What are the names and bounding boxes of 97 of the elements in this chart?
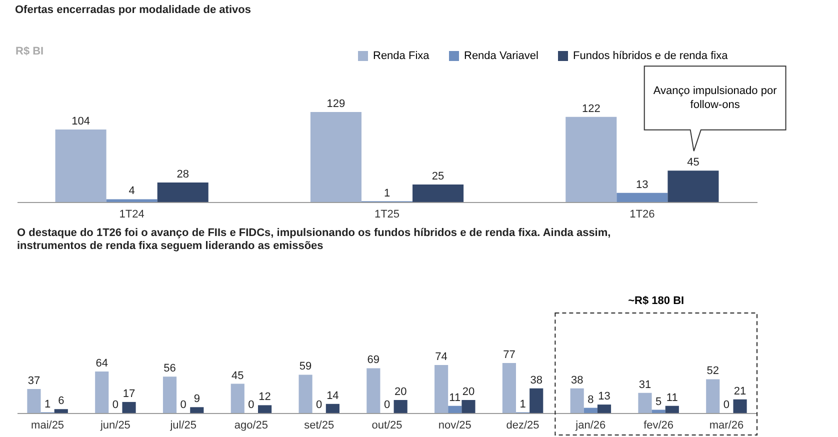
data-label: 5 bbox=[655, 396, 662, 408]
data-label: 0 bbox=[723, 399, 730, 411]
data-label: 104 bbox=[72, 115, 90, 128]
data-label: 11 bbox=[449, 392, 461, 404]
x-tick-label: nov/25 bbox=[438, 420, 472, 432]
data-label: 14 bbox=[326, 390, 339, 402]
legend-label: Renda Fixa bbox=[373, 50, 430, 62]
bar bbox=[668, 170, 719, 202]
data-label: 0 bbox=[316, 399, 322, 411]
data-label: 45 bbox=[687, 156, 700, 169]
bar bbox=[190, 407, 204, 413]
data-label: 52 bbox=[706, 365, 719, 378]
bar bbox=[597, 404, 612, 413]
data-label: 59 bbox=[299, 360, 312, 373]
bar bbox=[502, 363, 516, 413]
data-label: 38 bbox=[530, 374, 542, 386]
data-label: 122 bbox=[582, 102, 600, 115]
data-label: 13 bbox=[636, 178, 648, 191]
data-label: 74 bbox=[435, 350, 448, 363]
data-label: 25 bbox=[432, 170, 444, 183]
x-tick-label: jun/25 bbox=[99, 420, 130, 432]
bar bbox=[733, 399, 747, 413]
x-tick-label: out/25 bbox=[372, 420, 402, 432]
data-label: 12 bbox=[258, 391, 271, 404]
data-label: 0 bbox=[384, 399, 390, 411]
bar bbox=[55, 129, 106, 202]
x-tick-label: ago/25 bbox=[234, 420, 268, 432]
bar bbox=[162, 376, 177, 413]
data-label: 9 bbox=[194, 393, 200, 406]
data-label: 20 bbox=[462, 386, 475, 398]
bar bbox=[258, 405, 272, 413]
x-tick-label: set/25 bbox=[304, 420, 334, 432]
data-label: 64 bbox=[96, 357, 108, 370]
data-label: 21 bbox=[734, 385, 746, 398]
x-tick-label: jul/25 bbox=[169, 420, 196, 432]
bar bbox=[230, 384, 244, 413]
data-label: 1 bbox=[520, 398, 526, 410]
bar bbox=[462, 400, 476, 413]
x-tick-label: mar/26 bbox=[709, 420, 744, 432]
bar bbox=[530, 388, 544, 413]
bar bbox=[366, 368, 380, 413]
data-label: 4 bbox=[128, 185, 135, 198]
text: Avanço impulsionado por follow-ons bbox=[653, 85, 778, 111]
bar bbox=[566, 116, 617, 202]
x-tick-label: mai/25 bbox=[31, 420, 64, 432]
data-label: 11 bbox=[666, 392, 678, 404]
bar bbox=[157, 182, 208, 202]
bar bbox=[616, 192, 668, 202]
bar bbox=[326, 404, 340, 413]
bar bbox=[652, 410, 666, 413]
data-label: 56 bbox=[164, 362, 176, 375]
x-tick-label: dez/25 bbox=[506, 420, 540, 432]
bar bbox=[665, 406, 679, 413]
data-label: 20 bbox=[394, 386, 407, 398]
bar bbox=[638, 392, 652, 413]
bar bbox=[434, 364, 448, 413]
x-tick-label: 1T26 bbox=[630, 208, 655, 220]
data-label: 69 bbox=[367, 354, 380, 366]
data-label: 17 bbox=[122, 388, 136, 400]
data-label: 129 bbox=[326, 98, 346, 110]
chart-title: O destaque do 1T26 foi o avanço de FIIs e FIDCs, impulsionando os fundos híbridos e de renda fixa. Ainda assim, instrumentos de renda fixa seguem liderando as emissões bbox=[17, 227, 611, 252]
bar bbox=[412, 184, 464, 202]
data-label: 28 bbox=[176, 168, 189, 180]
data-label: 0 bbox=[112, 399, 119, 411]
bar bbox=[54, 409, 68, 413]
bar bbox=[298, 374, 312, 413]
data-label: 6 bbox=[58, 395, 64, 408]
data-label: 0 bbox=[180, 399, 186, 411]
bar bbox=[394, 400, 408, 413]
bar bbox=[122, 402, 136, 413]
chart-title: Ofertas encerradas por modalidade de ativos bbox=[15, 4, 251, 16]
data-label: 38 bbox=[570, 374, 584, 386]
data-label: 77 bbox=[503, 349, 516, 361]
y-axis-title: R$ BI bbox=[16, 46, 44, 58]
data-label: 1 bbox=[384, 187, 390, 200]
bar bbox=[706, 379, 720, 413]
data-label: 45 bbox=[232, 370, 244, 382]
x-tick-label: jan/26 bbox=[574, 420, 606, 432]
x-tick-label: fev/26 bbox=[644, 420, 674, 432]
bar bbox=[310, 112, 362, 202]
bar bbox=[448, 406, 462, 413]
data-label: 31 bbox=[638, 378, 652, 391]
data-label: 13 bbox=[598, 390, 610, 403]
legend-label: Renda Variavel bbox=[464, 50, 538, 62]
bar bbox=[27, 388, 41, 413]
data-label: 37 bbox=[28, 374, 40, 387]
text: ~R$ 180 BI bbox=[628, 295, 684, 307]
bar bbox=[570, 388, 584, 413]
legend-label: Fundos híbridos e de renda fixa bbox=[573, 50, 729, 62]
data-label: 1 bbox=[44, 398, 51, 410]
data-label: 8 bbox=[588, 394, 594, 406]
bar bbox=[106, 199, 158, 202]
x-tick-label: 1T24 bbox=[119, 208, 144, 220]
bar bbox=[95, 371, 109, 413]
bar bbox=[584, 408, 598, 413]
x-tick-label: 1T25 bbox=[374, 208, 400, 220]
data-label: 0 bbox=[248, 399, 254, 411]
